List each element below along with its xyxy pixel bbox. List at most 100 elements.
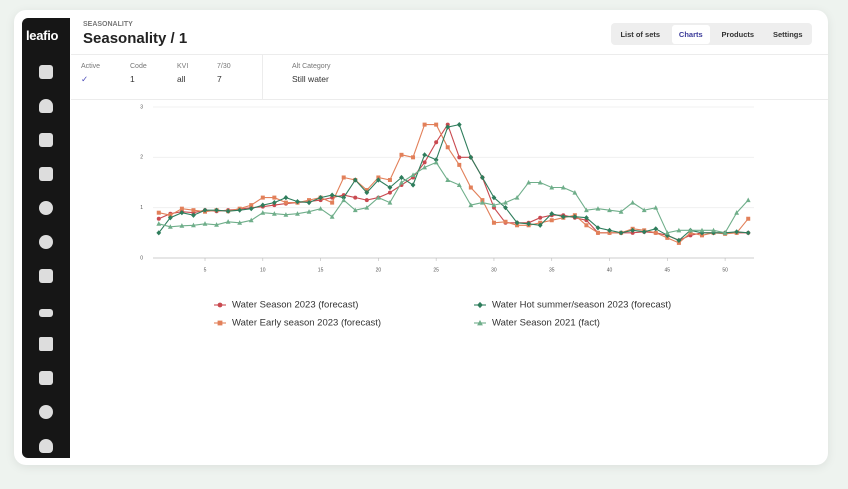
marker <box>249 203 254 208</box>
marker <box>549 184 555 190</box>
tab[interactable]: Charts <box>671 24 710 44</box>
marker <box>364 198 369 203</box>
marker <box>422 152 428 158</box>
marker <box>202 221 208 226</box>
marker <box>248 217 254 223</box>
logo: leafio <box>26 28 59 43</box>
divider <box>71 99 828 100</box>
marker <box>468 202 474 208</box>
marker <box>156 210 161 215</box>
marker <box>387 200 393 205</box>
marker <box>318 206 323 211</box>
x-tick-label: 25 <box>433 267 439 273</box>
marker <box>295 199 300 205</box>
legend-label: Water Season 2021 (fact) <box>492 318 600 329</box>
field-label: Code <box>130 63 147 70</box>
marker <box>491 202 497 208</box>
marker <box>260 202 266 208</box>
x-tick-label: 10 <box>260 267 266 273</box>
marker <box>387 177 392 182</box>
nav-icon[interactable] <box>39 133 53 147</box>
tab[interactable]: List of sets <box>620 29 661 39</box>
marker <box>503 219 508 224</box>
marker <box>433 159 439 165</box>
nav-icon[interactable] <box>39 337 53 351</box>
marker <box>191 222 196 228</box>
marker <box>630 227 636 233</box>
marker <box>399 179 404 185</box>
nav-icon[interactable] <box>39 309 53 317</box>
marker <box>156 221 162 226</box>
marker <box>479 174 485 181</box>
marker <box>271 211 277 216</box>
marker <box>491 195 497 201</box>
marker <box>353 195 358 200</box>
nav-icon[interactable] <box>39 99 53 113</box>
marker <box>329 192 335 198</box>
sidebar: leafio <box>22 18 70 458</box>
marker <box>457 155 462 160</box>
marker <box>653 226 659 232</box>
marker <box>445 124 451 130</box>
marker <box>179 206 184 211</box>
marker <box>179 210 185 216</box>
marker <box>595 206 601 211</box>
legend-label: Water Season 2023 (forecast) <box>232 300 358 311</box>
marker <box>711 227 716 233</box>
nav-icon[interactable] <box>39 201 53 215</box>
marker <box>549 218 554 223</box>
nav-icon[interactable] <box>39 405 53 419</box>
marker <box>179 223 185 228</box>
series-line <box>158 161 749 234</box>
marker <box>295 211 300 216</box>
marker <box>572 214 578 220</box>
tab[interactable]: Settings <box>772 29 803 39</box>
x-tick-label: 20 <box>376 267 382 273</box>
legend-label: Water Early season 2023 (forecast) <box>232 318 381 329</box>
user-icon[interactable] <box>39 439 53 453</box>
marker <box>387 184 393 191</box>
nav-icon[interactable] <box>39 235 53 249</box>
marker <box>676 237 682 243</box>
marker <box>595 225 601 231</box>
marker <box>456 182 462 188</box>
marker <box>341 175 346 180</box>
marker <box>664 230 670 235</box>
field-label: Alt Category <box>292 63 331 70</box>
tab[interactable]: Products <box>721 29 755 39</box>
marker <box>410 182 416 188</box>
series-line <box>158 124 749 244</box>
marker <box>607 207 612 213</box>
marker <box>595 230 600 235</box>
marker <box>248 206 254 212</box>
x-tick-label: 5 <box>204 267 207 273</box>
marker <box>434 140 439 145</box>
nav-icon[interactable] <box>39 269 53 283</box>
marker <box>607 227 612 233</box>
section-label: SEASONALITY <box>83 21 133 28</box>
field-value: all <box>177 74 186 84</box>
marker <box>283 212 289 217</box>
legend-label: Water Hot summer/season 2023 (forecast) <box>492 300 671 311</box>
marker <box>503 200 508 205</box>
marker <box>272 195 277 200</box>
marker <box>422 160 427 165</box>
marker <box>237 220 243 225</box>
marker <box>422 164 428 170</box>
marker <box>641 229 647 235</box>
nav-icon[interactable] <box>39 167 53 181</box>
field-value: Still water <box>292 74 329 84</box>
marker <box>456 122 462 128</box>
nav-icon[interactable] <box>39 371 53 385</box>
marker <box>191 208 196 213</box>
marker <box>318 195 323 201</box>
nav-icon[interactable] <box>39 65 53 79</box>
tabs: List of sets Charts Products Settings <box>611 23 812 45</box>
marker <box>341 197 347 203</box>
legend-marker <box>477 301 483 309</box>
marker <box>387 190 392 195</box>
marker <box>306 209 312 214</box>
marker <box>549 211 555 217</box>
marker <box>584 223 589 228</box>
marker <box>352 177 358 183</box>
